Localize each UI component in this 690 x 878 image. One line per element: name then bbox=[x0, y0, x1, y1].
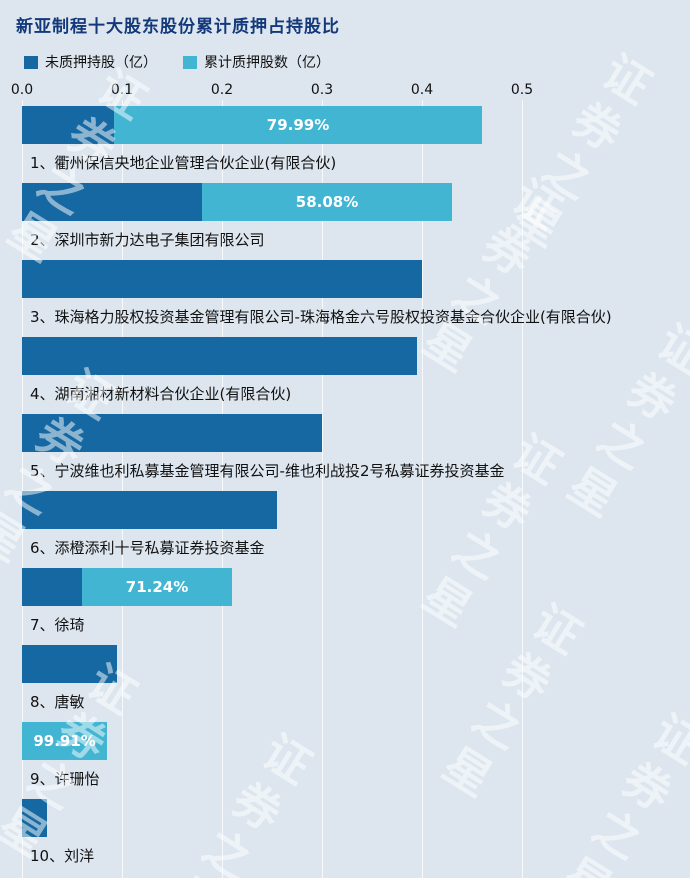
x-tick-label: 0.3 bbox=[310, 82, 334, 98]
chart-row: 5、宁波维也利私募基金管理有限公司-维也利战投2号私募证券投资基金 bbox=[22, 414, 682, 491]
bar-segment-unpledged bbox=[22, 260, 422, 298]
pledge-percent-label: 58.08% bbox=[295, 193, 359, 211]
bar-segment-unpledged bbox=[22, 799, 47, 837]
chart-row: 79.99% 1、衢州保信央地企业管理合伙企业(有限合伙) bbox=[22, 106, 682, 183]
x-tick-label: 0.1 bbox=[110, 82, 134, 98]
stacked-bar: 79.99% bbox=[22, 106, 682, 144]
legend-label-pledged: 累计质押股数（亿） bbox=[204, 55, 330, 71]
chart-row: 6、添橙添利十号私募证券投资基金 bbox=[22, 491, 682, 568]
bar-segment-unpledged bbox=[22, 491, 277, 529]
bar-segment-unpledged bbox=[22, 568, 82, 606]
stacked-bar bbox=[22, 337, 682, 375]
x-tick-label: 0.0 bbox=[10, 82, 34, 98]
plot-area: 79.99% 1、衢州保信央地企业管理合伙企业(有限合伙) 58.08% 2、深圳市新… bbox=[22, 106, 682, 876]
shareholder-label: 6、添橙添利十号私募证券投资基金 bbox=[30, 539, 265, 557]
bar-segment-unpledged bbox=[22, 106, 114, 144]
chart-row: 71.24% 7、徐琦 bbox=[22, 568, 682, 645]
stacked-bar: 99.91% bbox=[22, 722, 682, 760]
shareholder-label: 8、唐敏 bbox=[30, 693, 85, 711]
legend-item-unpledged: 未质押持股（亿） bbox=[24, 52, 157, 72]
stacked-bar bbox=[22, 491, 682, 529]
bar-segment-pledged: 99.91% bbox=[22, 722, 108, 760]
x-tick-label: 0.2 bbox=[210, 82, 234, 98]
stacked-bar bbox=[22, 645, 682, 683]
stacked-bar bbox=[22, 799, 682, 837]
chart-row: 8、唐敏 bbox=[22, 645, 682, 722]
pledge-percent-label: 71.24% bbox=[125, 578, 189, 596]
bar-segment-unpledged bbox=[22, 414, 322, 452]
shareholder-label: 4、湖南湘材新材料合伙企业(有限合伙) bbox=[30, 385, 292, 403]
bar-segment-unpledged bbox=[22, 645, 117, 683]
legend-label-unpledged: 未质押持股（亿） bbox=[45, 55, 157, 71]
legend-item-pledged: 累计质押股数（亿） bbox=[183, 52, 330, 72]
shareholder-label: 1、衢州保信央地企业管理合伙企业(有限合伙) bbox=[30, 154, 337, 172]
bar-segment-pledged: 71.24% bbox=[82, 568, 232, 606]
shareholder-label: 9、许珊怡 bbox=[30, 770, 100, 788]
x-tick-label: 0.4 bbox=[410, 82, 434, 98]
x-axis: 0.0 0.1 0.2 0.3 0.4 0.5 bbox=[0, 82, 690, 100]
shareholder-label: 7、徐琦 bbox=[30, 616, 85, 634]
shareholder-label: 5、宁波维也利私募基金管理有限公司-维也利战投2号私募证券投资基金 bbox=[30, 462, 505, 480]
chart-row: 4、湖南湘材新材料合伙企业(有限合伙) bbox=[22, 337, 682, 414]
chart-row: 58.08% 2、深圳市新力达电子集团有限公司 bbox=[22, 183, 682, 260]
stacked-bar bbox=[22, 414, 682, 452]
chart-row: 3、珠海格力股权投资基金管理有限公司-珠海格金六号股权投资基金合伙企业(有限合伙… bbox=[22, 260, 682, 337]
shareholder-label: 10、刘洋 bbox=[30, 847, 95, 865]
chart-title: 新亚制程十大股东股份累计质押占持股比 bbox=[16, 17, 340, 37]
legend-swatch-pledged bbox=[183, 55, 197, 69]
chart-row: 10、刘洋 bbox=[22, 799, 682, 876]
x-tick-label: 0.5 bbox=[510, 82, 534, 98]
shareholder-label: 3、珠海格力股权投资基金管理有限公司-珠海格金六号股权投资基金合伙企业(有限合伙… bbox=[30, 308, 612, 326]
bar-segment-pledged: 79.99% bbox=[114, 106, 482, 144]
legend-swatch-unpledged bbox=[24, 55, 38, 69]
pledge-percent-label: 79.99% bbox=[266, 116, 330, 134]
legend: 未质押持股（亿） 累计质押股数（亿） bbox=[24, 52, 330, 72]
bar-segment-unpledged bbox=[22, 183, 202, 221]
shareholder-label: 2、深圳市新力达电子集团有限公司 bbox=[30, 231, 265, 249]
pledge-percent-label: 99.91% bbox=[33, 732, 96, 750]
stacked-bar: 71.24% bbox=[22, 568, 682, 606]
bar-segment-pledged: 58.08% bbox=[202, 183, 452, 221]
stacked-bar: 58.08% bbox=[22, 183, 682, 221]
chart-row: 99.91% 9、许珊怡 bbox=[22, 722, 682, 799]
stacked-bar bbox=[22, 260, 682, 298]
bar-segment-unpledged bbox=[22, 337, 417, 375]
